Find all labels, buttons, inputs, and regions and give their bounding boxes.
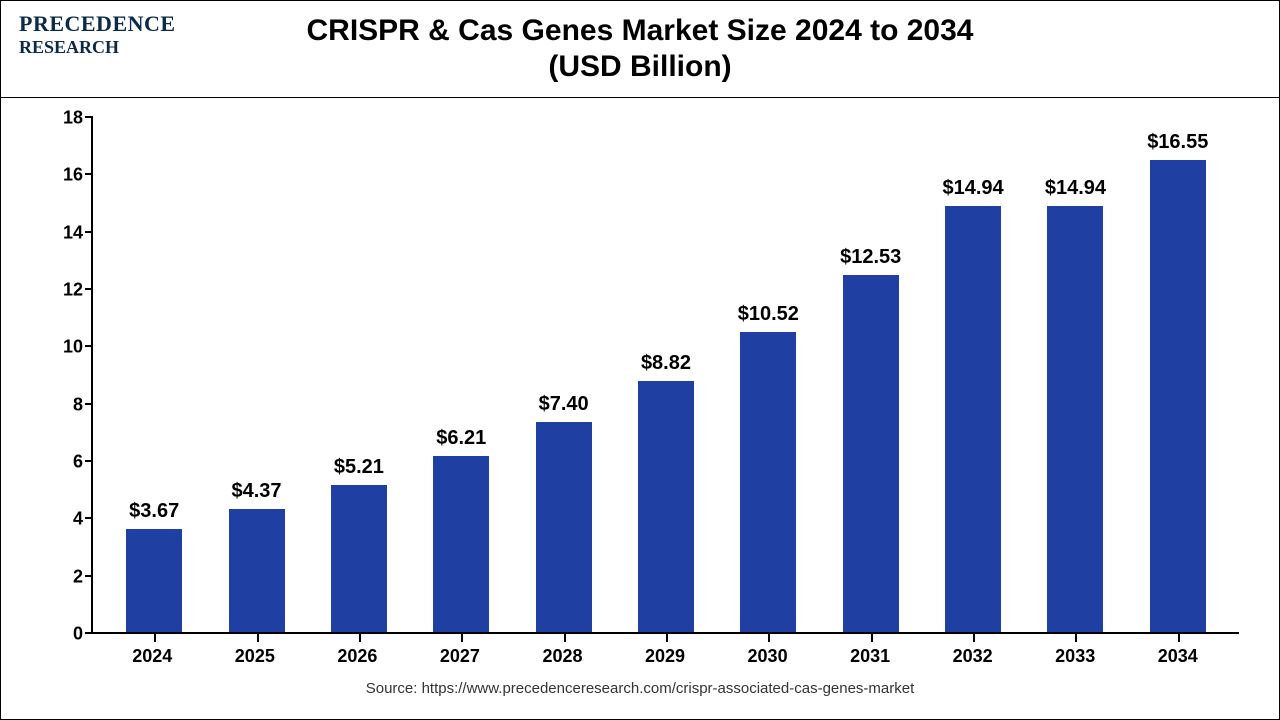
- bar-value-label: $3.67: [129, 500, 179, 523]
- bar: [740, 332, 796, 634]
- bar: [433, 456, 489, 634]
- y-tick-label: 10: [63, 337, 83, 358]
- logo-line2: RESEARCH: [19, 37, 176, 58]
- bar-slot: $5.21: [308, 118, 410, 634]
- bar: [229, 509, 285, 634]
- bar-slot: $14.94: [922, 118, 1024, 634]
- bar-slot: $8.82: [615, 118, 717, 634]
- y-tick-label: 2: [73, 566, 83, 587]
- bar-slot: $7.40: [512, 118, 614, 634]
- x-tick-mark: [666, 634, 668, 642]
- header: PRECEDENCE RESEARCH CRISPR & Cas Genes M…: [1, 1, 1279, 98]
- y-tick-label: 6: [73, 452, 83, 473]
- y-tick-label: 16: [63, 165, 83, 186]
- title-line-1: CRISPR & Cas Genes Market Size 2024 to 2…: [19, 13, 1261, 49]
- bar: [1047, 206, 1103, 634]
- x-tick-label: 2028: [511, 634, 614, 674]
- bar-value-label: $7.40: [539, 393, 589, 416]
- y-tick-mark: [85, 403, 93, 405]
- bar-slot: $16.55: [1127, 118, 1229, 634]
- y-tick-mark: [85, 345, 93, 347]
- bar-value-label: $4.37: [232, 480, 282, 503]
- x-tick-mark: [1178, 634, 1180, 642]
- bar-value-label: $8.82: [641, 352, 691, 375]
- bar: [843, 275, 899, 634]
- bar-slot: $3.67: [103, 118, 205, 634]
- x-axis-line: [93, 632, 1239, 634]
- chart-container: PRECEDENCE RESEARCH CRISPR & Cas Genes M…: [0, 0, 1280, 720]
- bar-value-label: $14.94: [942, 177, 1003, 200]
- bar-value-label: $14.94: [1045, 177, 1106, 200]
- x-tick-mark: [871, 634, 873, 642]
- bar-value-label: $16.55: [1147, 131, 1208, 154]
- bar-slot: $10.52: [717, 118, 819, 634]
- bars-row: $3.67 $4.37 $5.21 $6.21 $7.40 $8.82 $10.52 $12.…: [93, 118, 1239, 634]
- x-tick-label: 2024: [101, 634, 204, 674]
- y-tick-mark: [85, 517, 93, 519]
- bar: [945, 206, 1001, 634]
- y-tick-mark: [85, 116, 93, 118]
- x-tick-mark: [257, 634, 259, 642]
- bar: [536, 422, 592, 634]
- x-tick-label: 2027: [409, 634, 512, 674]
- plot: 024681012141618 $3.67$4.37$5.21$6.21$7.4…: [41, 118, 1239, 634]
- chart-title: CRISPR & Cas Genes Market Size 2024 to 2…: [19, 13, 1261, 85]
- x-tick-mark: [154, 634, 156, 642]
- x-tick-mark: [768, 634, 770, 642]
- y-tick-mark: [85, 575, 93, 577]
- bar-slot: $12.53: [820, 118, 922, 634]
- y-tick-label: 14: [63, 222, 83, 243]
- y-tick-mark: [85, 460, 93, 462]
- y-tick-mark: [85, 632, 93, 634]
- bar-slot: $4.37: [205, 118, 307, 634]
- y-tick-label: 4: [73, 509, 83, 530]
- y-tick-label: 0: [73, 624, 83, 645]
- bar-slot: $14.94: [1024, 118, 1126, 634]
- y-axis: 024681012141618: [41, 118, 91, 634]
- x-tick-mark: [1075, 634, 1077, 642]
- x-tick-mark: [461, 634, 463, 642]
- chart-area: 0 2 4 6 8 10 12 14 16 18 $3.67 $4.37 $5.21 $6.21 $7.4…: [1, 98, 1279, 719]
- y-tick-mark: [85, 288, 93, 290]
- bar: [331, 485, 387, 634]
- x-tick-mark: [359, 634, 361, 642]
- plot-area: $3.67 $4.37 $5.21 $6.21 $7.40 $8.82 $10.52 $12.…: [91, 118, 1239, 634]
- y-tick-label: 8: [73, 394, 83, 415]
- x-tick-mark: [564, 634, 566, 642]
- title-line-2: (USD Billion): [19, 49, 1261, 85]
- bar-value-label: $12.53: [840, 246, 901, 269]
- bar-slot: $6.21: [410, 118, 512, 634]
- y-tick-label: 18: [63, 108, 83, 129]
- source-text: Source: https://www.precedenceresearch.c…: [41, 674, 1239, 711]
- x-tick-label: 2025: [204, 634, 307, 674]
- y-tick-mark: [85, 173, 93, 175]
- bar: [638, 381, 694, 634]
- x-tick-mark: [973, 634, 975, 642]
- bar: [1150, 160, 1206, 634]
- logo-line1: PRECEDENCE: [19, 11, 176, 37]
- y-tick-mark: [85, 231, 93, 233]
- x-axis: 2024202520262027202820292030203120322033…: [41, 634, 1239, 674]
- bar-value-label: $5.21: [334, 456, 384, 479]
- logo: PRECEDENCE RESEARCH: [19, 11, 176, 58]
- y-tick-label: 12: [63, 280, 83, 301]
- bar-value-label: $10.52: [738, 303, 799, 326]
- bar: [126, 529, 182, 634]
- x-tick-label: 2026: [306, 634, 409, 674]
- bar-value-label: $6.21: [436, 427, 486, 450]
